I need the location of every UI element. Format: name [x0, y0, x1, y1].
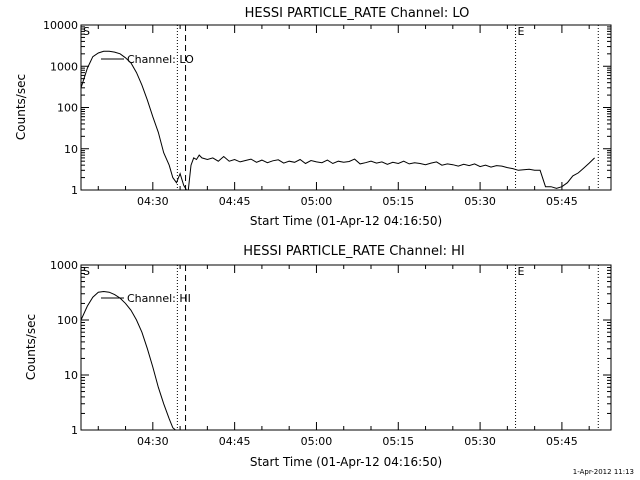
chart-title-hi: HESSI PARTICLE_RATE Channel: HI [243, 244, 464, 259]
x-tick-label: 05:15 [382, 195, 414, 208]
y-tick-label: 1000 [50, 259, 78, 272]
series-line-lo [80, 50, 595, 191]
series-hi [80, 290, 176, 431]
y-ticks-lo: 1 10 100 1000 10000 [43, 19, 611, 197]
x-tick-label: 05:30 [464, 435, 496, 448]
x-tick-label: 05:00 [301, 195, 333, 208]
x-tick-label: 04:45 [219, 195, 251, 208]
x-tick-label: 04:45 [219, 435, 251, 448]
x-tick-label: 05:45 [546, 435, 578, 448]
y-ticks-hi: 1 10 100 1000 [50, 259, 611, 437]
panel-lo: HESSI PARTICLE_RATE Channel: LO Counts/s… [14, 6, 612, 228]
event-marker-label: E [518, 25, 525, 38]
y-tick-label: 1000 [50, 60, 78, 73]
y-tick-label: 10 [64, 369, 78, 382]
panel-hi: HESSI PARTICLE_RATE Channel: HI Counts/s… [24, 244, 612, 469]
plot-frame-lo [80, 24, 612, 191]
x-tick-label: 05:15 [382, 435, 414, 448]
y-tick-label: 100 [57, 102, 78, 115]
y-axis-label-lo: Counts/sec [14, 74, 28, 140]
series-lo [80, 50, 595, 191]
event-marker-label: S [83, 265, 90, 278]
chart-title-lo: HESSI PARTICLE_RATE Channel: LO [245, 6, 470, 21]
y-axis-label-hi: Counts/sec [24, 314, 38, 380]
x-axis-label-hi: Start Time (01-Apr-12 04:16:50) [250, 455, 442, 469]
event-marker-label: E [518, 265, 525, 278]
x-ticks-lo: 04:30 04:45 05:00 05:15 05:30 05:45 [97, 25, 590, 208]
x-axis-label-lo: Start Time (01-Apr-12 04:16:50) [250, 214, 442, 228]
x-tick-label: 04:30 [137, 195, 169, 208]
legend-label-lo: Channel: LO [127, 53, 194, 66]
legend-lo: Channel: LO [101, 53, 194, 66]
footer-timestamp: 1-Apr-2012 11:13 [572, 468, 634, 476]
y-tick-label: 10 [64, 143, 78, 156]
y-tick-label: 100 [57, 314, 78, 327]
x-tick-label: 04:30 [137, 435, 169, 448]
x-tick-label: 05:45 [546, 195, 578, 208]
legend-hi: Channel: HI [101, 292, 191, 305]
x-ticks-hi: 04:30 04:45 05:00 05:15 05:30 05:45 [97, 265, 590, 448]
x-tick-label: 05:00 [301, 435, 333, 448]
legend-label-hi: Channel: HI [127, 292, 191, 305]
event-marker-label: S [83, 25, 90, 38]
x-tick-label: 05:30 [464, 195, 496, 208]
plot-frame-hi [80, 264, 612, 431]
series-line-hi [80, 290, 176, 431]
y-tick-label: 10000 [43, 19, 78, 32]
y-tick-label: 1 [71, 424, 78, 437]
y-tick-label: 1 [71, 184, 78, 197]
